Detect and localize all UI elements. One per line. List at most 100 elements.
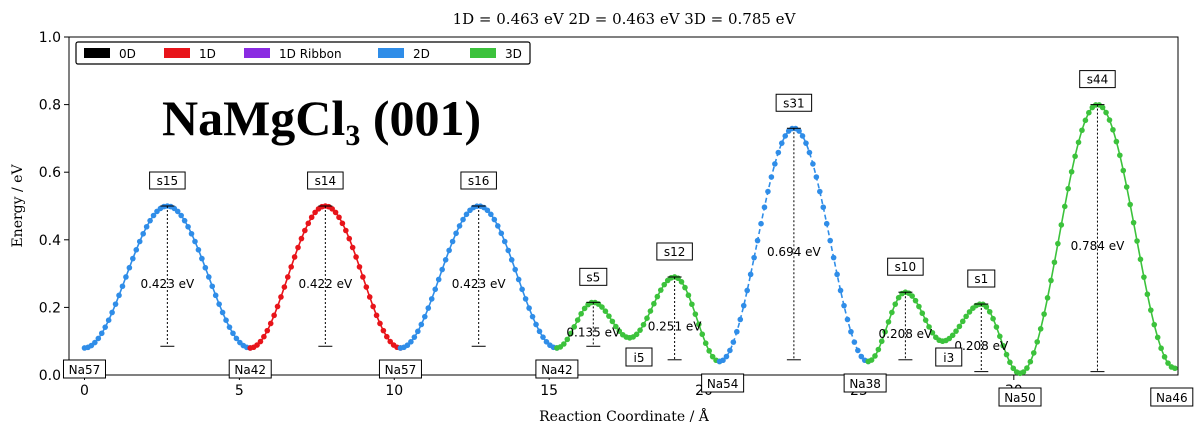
curve-point [1165,360,1171,366]
curve-point [536,328,543,335]
curve-point [267,320,274,327]
curve-point [223,317,229,323]
curve-point [411,334,418,340]
curve-point [1144,291,1151,298]
barrier-summary-header: 1D = 0.463 eV 2D = 0.463 eV 3D = 0.785 e… [453,10,797,28]
curve-point [657,287,664,293]
curve-point [1072,153,1078,160]
curve-point [226,324,233,330]
barrier-value-label: 0.208 eV [879,327,934,341]
curve-point [425,305,432,311]
legend-box [75,41,531,65]
curve-point [202,264,209,271]
curve-point [841,302,847,309]
curve-point [1010,365,1017,372]
site-box [535,359,579,379]
curve-point [953,328,959,334]
curve-point [484,207,491,214]
curve-point [702,340,709,347]
y-tick-label: 0.6 [39,165,61,181]
curve-point [123,274,129,280]
site-label: Na57 [378,359,422,379]
curve-point [602,308,609,315]
curve-point [428,296,435,302]
curve-point [377,320,383,327]
curve-point [1037,326,1044,332]
curve-point [495,223,501,229]
curve-point [747,271,754,278]
saddle-box [307,171,344,190]
curve-point [274,303,281,310]
curve-point [1110,126,1116,133]
curve-point [418,321,425,328]
curve-point [1030,350,1037,356]
curve-point [734,328,740,335]
curve-point [1034,339,1041,345]
curve-point [744,287,750,294]
curve-point [855,347,861,354]
curve-point [216,301,222,307]
curve-segment [397,203,560,351]
curve-point [147,217,153,224]
y-tick-label: 0.8 [39,98,61,114]
curve-point [754,237,761,244]
curve-point [799,133,806,139]
curve-point [356,264,363,270]
curve-point [581,305,588,312]
saddle-label: s12 [656,242,693,261]
curve-point [997,333,1003,340]
curve-point [803,140,809,146]
curve-point [637,327,643,333]
curve-point [230,330,236,337]
curve-point [782,133,789,139]
curve-point [778,140,785,146]
curve-point [488,211,494,218]
curve-point [806,149,813,156]
curve-point [647,308,654,314]
curve-point [1137,256,1144,263]
x-tick-label: 5 [235,383,244,399]
curve-point [844,316,851,323]
curve-point [1041,311,1047,317]
site-text: Na38 [849,377,881,391]
curve-point [922,317,929,323]
curve-point [353,254,359,260]
curve-point [830,254,837,261]
saddle-box [579,267,608,286]
curve-point [851,339,858,345]
legend-swatch [470,48,496,58]
curve-point [460,216,466,223]
curve-point [706,348,712,354]
saddle-text: s14 [315,174,337,188]
curve-point [92,339,98,346]
saddle-label: s14 [307,171,344,190]
curve-point [298,235,305,242]
curve-point [336,214,342,221]
curve-point [264,327,271,334]
plot-area [68,36,1179,376]
curve-point [737,316,744,323]
curve-point [678,279,685,285]
curve-point [699,331,706,338]
curve-point [963,313,969,320]
curve-point [561,341,567,347]
saddle-box [1079,70,1116,89]
curve-point [817,188,823,195]
site-box [935,347,963,367]
curve-point [456,223,463,229]
saddle-label: s31 [775,93,813,112]
curve-point [810,161,816,167]
curve-point [449,238,456,245]
curve-point [916,303,922,310]
curve-point [1151,321,1158,328]
curve-point [529,313,536,320]
site-label: Na50 [998,387,1042,407]
y-tick-label: 1.0 [39,30,61,46]
curve-point [205,274,212,280]
curve-point [1007,359,1013,366]
curve-point [346,235,353,242]
curve-point [986,308,993,315]
curve-point [796,128,802,134]
curve-point [432,286,439,293]
curve-point [878,338,885,345]
